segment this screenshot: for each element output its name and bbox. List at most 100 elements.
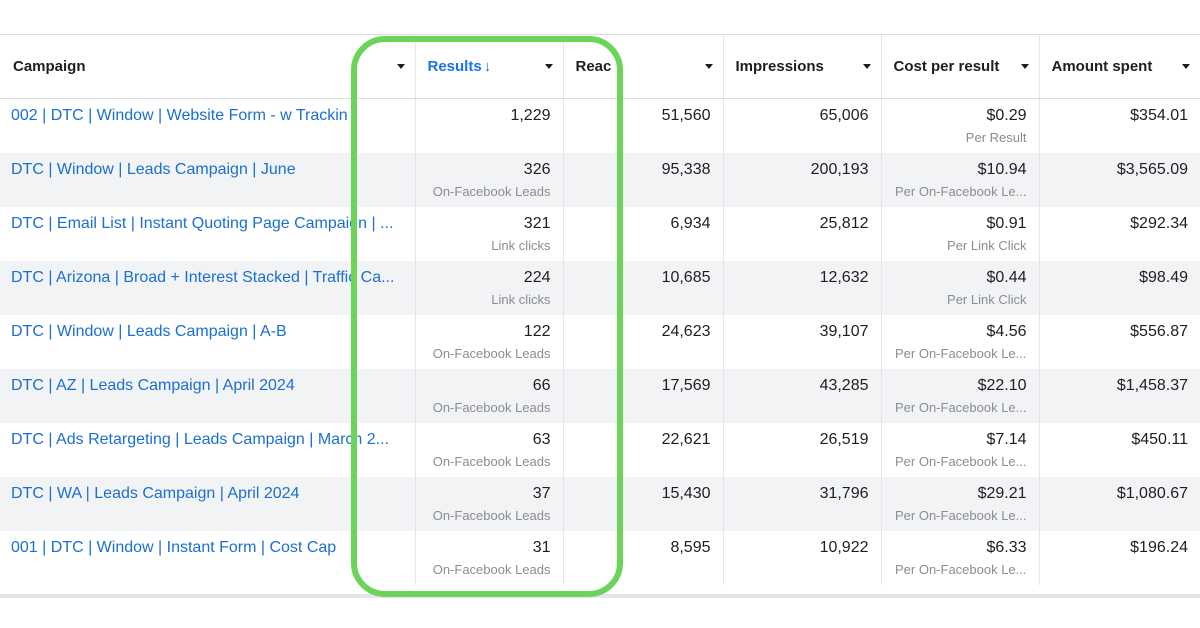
impressions-cell: 25,812 xyxy=(723,206,882,261)
reach-value: 17,569 xyxy=(661,376,711,394)
amount-spent-cell: $292.34 xyxy=(1039,207,1200,261)
impressions-cell: 200,193 xyxy=(723,152,882,207)
impressions-value: 10,922 xyxy=(819,538,869,556)
impressions-value: 12,632 xyxy=(819,268,869,286)
table-row: DTC | WA | Leads Campaign | April 2024 37… xyxy=(0,476,1200,531)
campaign-name-link[interactable]: DTC | Arizona | Broad + Interest Stacked… xyxy=(11,268,395,286)
campaign-cell: DTC | Arizona | Broad + Interest Stacked… xyxy=(0,260,416,315)
results-type: On-Facebook Leads xyxy=(432,345,551,361)
amount-spent-cell: $354.01 xyxy=(1039,99,1200,153)
amount-spent-cell: $1,080.67 xyxy=(1039,476,1200,531)
results-type: Link clicks xyxy=(491,237,551,253)
impressions-cell: 10,922 xyxy=(723,530,882,585)
campaign-cell: DTC | AZ | Leads Campaign | April 2024 xyxy=(0,368,416,423)
impressions-value: 26,519 xyxy=(819,430,869,448)
campaign-name-link[interactable]: DTC | Ads Retargeting | Leads Campaign |… xyxy=(11,430,389,448)
column-header-label: Amount spent xyxy=(1051,58,1153,75)
cost-type: Per On-Facebook Le... xyxy=(894,561,1027,577)
results-value: 37 xyxy=(532,484,551,502)
table-row: 002 | DTC | Window | Website Form - w Tr… xyxy=(0,98,1200,153)
campaign-name-link[interactable]: DTC | AZ | Leads Campaign | April 2024 xyxy=(11,376,295,394)
column-header-label: Reac xyxy=(575,58,612,75)
reach-cell: 51,560 xyxy=(563,98,724,153)
amount-spent-value: $556.87 xyxy=(1130,322,1188,340)
chevron-down-icon[interactable] xyxy=(1182,63,1190,69)
campaign-cell: DTC | Window | Leads Campaign | A-B xyxy=(0,314,416,369)
amount-spent-value: $450.11 xyxy=(1131,430,1188,448)
table-row: DTC | Arizona | Broad + Interest Stacked… xyxy=(0,260,1200,315)
cost-value: $22.10 xyxy=(977,376,1027,394)
amount-spent-value: $1,080.67 xyxy=(1116,484,1188,502)
column-header-amount-spent[interactable]: Amount spent xyxy=(1039,34,1200,99)
results-value: 321 xyxy=(523,214,551,232)
campaign-cell: 002 | DTC | Window | Website Form - w Tr… xyxy=(0,98,416,153)
reach-value: 22,621 xyxy=(661,430,711,448)
amount-spent-cell: $556.87 xyxy=(1039,315,1200,369)
sort-descending-icon: ↓ xyxy=(483,58,492,75)
reach-cell: 22,621 xyxy=(563,422,724,477)
cost-per-result-cell: $22.10 Per On-Facebook Le... xyxy=(881,368,1040,423)
cost-per-result-cell: $10.94 Per On-Facebook Le... xyxy=(881,152,1040,207)
table-bottom-border xyxy=(0,594,1200,598)
column-header-impressions[interactable]: Impressions xyxy=(723,34,882,99)
results-type: On-Facebook Leads xyxy=(432,183,551,199)
results-cell: 122 On-Facebook Leads xyxy=(415,314,564,369)
reach-cell: 10,685 xyxy=(563,260,724,315)
cost-type: Per On-Facebook Le... xyxy=(894,345,1027,361)
chevron-down-icon[interactable] xyxy=(396,63,405,69)
results-cell: 321 Link clicks xyxy=(415,206,564,261)
impressions-value: 25,812 xyxy=(819,214,869,232)
amount-spent-cell: $1,458.37 xyxy=(1039,368,1200,423)
impressions-cell: 31,796 xyxy=(723,476,882,531)
impressions-cell: 65,006 xyxy=(723,98,882,153)
cost-type: Per On-Facebook Le... xyxy=(894,453,1027,469)
cost-per-result-cell: $29.21 Per On-Facebook Le... xyxy=(881,476,1040,531)
amount-spent-value: $98.49 xyxy=(1139,268,1188,286)
amount-spent-value: $3,565.09 xyxy=(1116,160,1188,178)
campaign-name-link[interactable]: DTC | Window | Leads Campaign | June xyxy=(11,160,296,178)
amount-spent-cell: $450.11 xyxy=(1039,423,1200,477)
amount-spent-value: $354.01 xyxy=(1130,107,1188,124)
column-header-reach[interactable]: Reac xyxy=(563,34,724,99)
cost-type: Per On-Facebook Le... xyxy=(894,183,1027,199)
campaign-name-link[interactable]: 002 | DTC | Window | Website Form - w Tr… xyxy=(11,107,348,124)
amount-spent-value: $292.34 xyxy=(1130,214,1188,232)
reach-value: 51,560 xyxy=(661,107,711,124)
cost-value: $0.44 xyxy=(986,268,1027,286)
campaign-name-link[interactable]: DTC | Window | Leads Campaign | A-B xyxy=(11,322,287,340)
column-header-label: Results xyxy=(427,58,482,75)
table-row: DTC | Window | Leads Campaign | A-B 122 On… xyxy=(0,314,1200,369)
chevron-down-icon[interactable] xyxy=(862,63,871,69)
campaign-cell: 001 | DTC | Window | Instant Form | Cost… xyxy=(0,530,416,585)
campaign-name-link[interactable]: DTC | Email List | Instant Quoting Page … xyxy=(11,214,394,232)
reach-cell: 6,934 xyxy=(563,206,724,261)
campaign-cell: DTC | Email List | Instant Quoting Page … xyxy=(0,206,416,261)
results-type: Link clicks xyxy=(491,291,551,307)
campaign-name-link[interactable]: DTC | WA | Leads Campaign | April 2024 xyxy=(11,484,300,502)
impressions-cell: 39,107 xyxy=(723,314,882,369)
chevron-down-icon[interactable] xyxy=(1020,63,1029,69)
cost-value: $4.56 xyxy=(986,322,1027,340)
cost-per-result-cell: $4.56 Per On-Facebook Le... xyxy=(881,314,1040,369)
amount-spent-value: $1,458.37 xyxy=(1116,376,1188,394)
column-header-label: Impressions xyxy=(735,58,824,75)
column-header-results[interactable]: Results ↓ xyxy=(415,34,564,99)
reach-cell: 24,623 xyxy=(563,314,724,369)
results-type: On-Facebook Leads xyxy=(432,399,551,415)
cost-per-result-cell: $7.14 Per On-Facebook Le... xyxy=(881,422,1040,477)
results-cell: 326 On-Facebook Leads xyxy=(415,152,564,207)
amount-spent-cell: $3,565.09 xyxy=(1039,152,1200,207)
campaign-cell: DTC | Window | Leads Campaign | June xyxy=(0,152,416,207)
campaign-name-link[interactable]: 001 | DTC | Window | Instant Form | Cost… xyxy=(11,538,337,556)
results-cell: 31 On-Facebook Leads xyxy=(415,530,564,585)
table-row: DTC | AZ | Leads Campaign | April 2024 66… xyxy=(0,368,1200,423)
impressions-cell: 12,632 xyxy=(723,260,882,315)
impressions-value: 39,107 xyxy=(819,322,869,340)
results-value: 66 xyxy=(532,376,551,394)
column-header-cost-per-result[interactable]: Cost per result xyxy=(881,34,1040,99)
column-header-campaign[interactable]: Campaign xyxy=(0,34,416,99)
cost-value: $0.91 xyxy=(986,214,1027,232)
chevron-down-icon[interactable] xyxy=(544,63,553,69)
results-value: 31 xyxy=(532,538,551,556)
chevron-down-icon[interactable] xyxy=(704,63,713,69)
